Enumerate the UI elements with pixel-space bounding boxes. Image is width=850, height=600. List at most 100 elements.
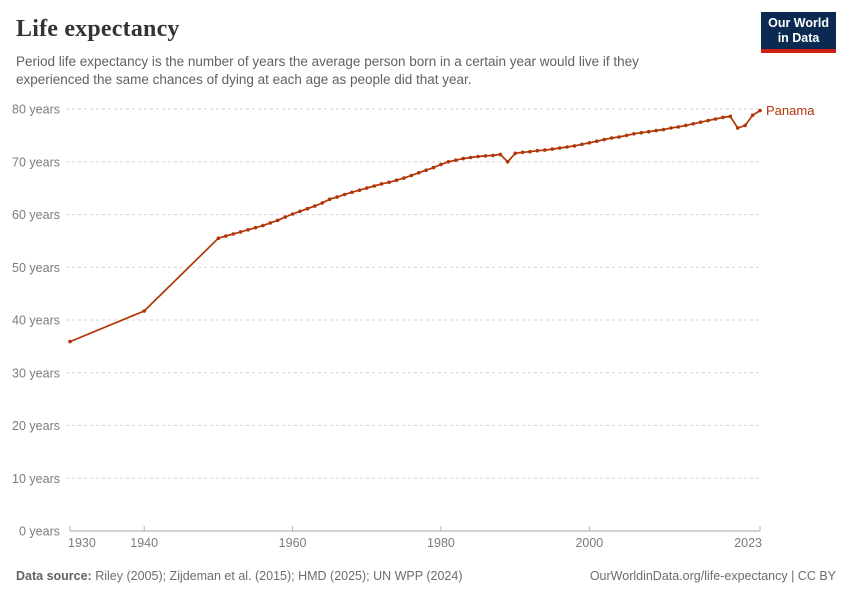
data-point-marker[interactable] [713, 117, 718, 121]
data-point-marker[interactable] [505, 160, 510, 164]
data-point-marker[interactable] [498, 152, 503, 157]
data-point-marker[interactable] [676, 125, 681, 129]
data-point-marker[interactable] [728, 114, 733, 119]
data-point-marker[interactable] [298, 209, 302, 214]
y-axis-tick-label: 70 years [12, 155, 60, 169]
y-axis-tick-label: 0 years [19, 525, 60, 539]
data-point-marker[interactable] [491, 153, 495, 158]
data-point-marker[interactable] [342, 192, 347, 197]
data-point-marker[interactable] [639, 130, 644, 135]
data-point-marker[interactable] [409, 173, 414, 178]
data-point-marker[interactable] [721, 115, 725, 120]
data-point-marker[interactable] [543, 148, 547, 152]
data-point-marker[interactable] [439, 162, 443, 167]
chart-subtitle: Period life expectancy is the number of … [16, 54, 639, 87]
data-point-marker[interactable] [246, 228, 250, 232]
data-point-marker[interactable] [735, 126, 740, 130]
data-point-marker[interactable] [290, 212, 295, 216]
data-point-marker[interactable] [461, 156, 466, 161]
owid-logo[interactable]: Our World in Data [761, 12, 836, 53]
data-point-marker[interactable] [661, 127, 666, 132]
data-point-marker[interactable] [320, 201, 325, 205]
data-point-marker[interactable] [609, 136, 614, 140]
x-axis-tick-label: 1960 [279, 536, 307, 550]
data-point-marker[interactable] [416, 171, 421, 175]
data-point-marker[interactable] [550, 147, 555, 151]
x-axis: 1930 1940 1960 1980 2000 2023 [68, 526, 762, 550]
data-point-marker[interactable] [602, 137, 606, 142]
data-point-marker[interactable] [565, 145, 569, 149]
series-markers[interactable] [68, 108, 762, 344]
data-point-marker[interactable] [617, 135, 621, 139]
data-point-marker[interactable] [750, 113, 755, 118]
data-point-marker[interactable] [691, 122, 695, 126]
data-source-label: Data source: [16, 569, 92, 583]
data-point-marker[interactable] [520, 150, 525, 155]
data-point-marker[interactable] [372, 184, 377, 188]
data-point-marker[interactable] [468, 155, 473, 160]
y-axis-tick-label: 60 years [12, 208, 60, 222]
data-point-marker[interactable] [283, 215, 288, 219]
y-axis-tick-label: 10 years [12, 472, 60, 486]
data-point-marker[interactable] [268, 221, 273, 225]
data-point-marker[interactable] [394, 178, 399, 182]
data-point-marker[interactable] [706, 118, 710, 123]
data-point-marker[interactable] [305, 206, 310, 211]
data-point-marker[interactable] [684, 123, 688, 128]
data-point-marker[interactable] [142, 309, 146, 313]
data-point-marker[interactable] [357, 188, 362, 192]
data-point-marker[interactable] [646, 129, 651, 134]
data-point-marker[interactable] [758, 108, 762, 113]
owid-logo-line1: Our World [768, 16, 829, 30]
data-point-marker[interactable] [528, 149, 532, 154]
data-point-marker[interactable] [624, 133, 629, 138]
data-point-marker[interactable] [68, 339, 72, 344]
data-point-marker[interactable] [513, 151, 517, 156]
data-point-marker[interactable] [580, 142, 584, 147]
data-point-marker[interactable] [379, 182, 384, 186]
data-point-marker[interactable] [483, 154, 488, 158]
data-point-marker[interactable] [216, 236, 221, 240]
entity-label: Panama [766, 103, 815, 118]
chart-footer: Data source: Riley (2005); Zijdeman et a… [16, 569, 836, 583]
series-line[interactable] [69, 109, 761, 343]
page-title: Life expectancy [16, 16, 180, 42]
data-point-marker[interactable] [238, 230, 243, 234]
data-point-marker[interactable] [335, 195, 339, 199]
data-point-marker[interactable] [587, 141, 592, 145]
data-point-marker[interactable] [454, 158, 458, 162]
data-point-marker[interactable] [743, 123, 747, 128]
data-point-marker[interactable] [572, 144, 577, 148]
data-point-marker[interactable] [654, 128, 658, 133]
data-point-marker[interactable] [387, 180, 391, 185]
data-point-marker[interactable] [275, 218, 280, 223]
data-point-marker[interactable] [476, 154, 480, 159]
data-point-marker[interactable] [350, 190, 354, 195]
data-point-marker[interactable] [698, 120, 703, 124]
data-point-marker[interactable] [632, 132, 636, 136]
data-point-marker[interactable] [327, 197, 332, 201]
data-point-marker[interactable] [424, 168, 428, 172]
line-chart-canvas[interactable]: 0 years 10 years 20 years 30 years 40 years 5… [0, 0, 850, 560]
data-point-marker[interactable] [446, 160, 451, 164]
y-axis-tick-label: 80 years [12, 103, 60, 117]
x-axis-tick-label: 2000 [575, 536, 603, 550]
data-point-marker[interactable] [557, 146, 562, 150]
x-axis-tick-label: 1980 [427, 536, 455, 550]
data-point-marker[interactable] [261, 223, 265, 228]
data-point-marker[interactable] [535, 148, 540, 153]
data-point-marker[interactable] [224, 234, 228, 238]
data-source-value: Riley (2005); Zijdeman et al. (2015); HM… [95, 569, 463, 583]
owid-logo-line2: in Data [777, 31, 820, 45]
data-point-marker[interactable] [313, 204, 317, 208]
y-axis-tick-label: 40 years [12, 314, 60, 328]
data-point-marker[interactable] [431, 165, 436, 170]
x-axis-tick-label: 1940 [130, 536, 158, 550]
data-point-marker[interactable] [402, 176, 406, 180]
data-point-marker[interactable] [365, 186, 369, 190]
data-point-marker[interactable] [669, 126, 673, 130]
data-point-marker[interactable] [231, 232, 235, 236]
footer-citation-link[interactable]: OurWorldinData.org/life-expectancy | CC … [589, 569, 836, 583]
data-point-marker[interactable] [253, 225, 258, 230]
data-point-marker[interactable] [595, 139, 599, 143]
